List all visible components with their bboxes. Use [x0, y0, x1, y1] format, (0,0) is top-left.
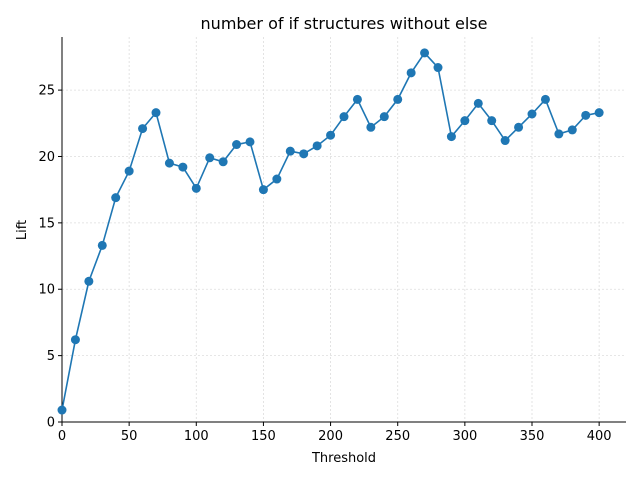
x-tick-label: 250 [385, 429, 410, 444]
data-point [554, 129, 564, 139]
y-axis-label: Lift [15, 220, 30, 240]
grid [61, 37, 626, 423]
x-axis-label: Threshold [311, 451, 376, 466]
data-point [527, 109, 537, 119]
data-point [420, 48, 430, 58]
data-point [138, 124, 148, 134]
data-point [285, 146, 295, 156]
data-point [326, 130, 336, 140]
data-point [312, 141, 322, 151]
x-tick-label: 100 [184, 429, 209, 444]
x-tick-label: 50 [121, 429, 138, 444]
chart-title: number of if structures without else [201, 14, 488, 33]
data-point [70, 335, 80, 345]
data-point [460, 116, 470, 126]
x-tick-label: 0 [58, 429, 66, 444]
data-point [406, 68, 416, 78]
data-point [111, 193, 121, 203]
y-tick-label: 25 [38, 84, 55, 99]
x-ticks: 0 50 100 150 200 250 300 350 400 [58, 422, 612, 444]
x-tick-label: 400 [587, 429, 612, 444]
data-point [581, 110, 591, 120]
data-point [258, 185, 268, 195]
data-point [594, 108, 604, 118]
data-point [151, 108, 161, 118]
data-point [272, 174, 282, 184]
x-tick-label: 300 [452, 429, 477, 444]
data-point [366, 122, 376, 132]
data-point [205, 153, 215, 163]
data-point [379, 112, 389, 122]
x-tick-label: 150 [251, 429, 276, 444]
y-tick-label: 20 [38, 150, 55, 165]
series-group [57, 48, 604, 415]
data-point [191, 183, 201, 193]
y-tick-label: 10 [38, 283, 55, 298]
data-point [473, 98, 483, 108]
y-tick-label: 15 [38, 216, 55, 231]
data-point [164, 158, 174, 168]
data-point [514, 122, 524, 132]
data-point [446, 132, 456, 142]
data-point [487, 116, 497, 126]
data-point [97, 240, 107, 250]
data-point [540, 94, 550, 104]
data-point [393, 94, 403, 104]
data-point [352, 94, 362, 104]
y-tick-label: 0 [47, 416, 55, 431]
data-point [299, 149, 309, 159]
data-point [178, 162, 188, 172]
data-point [57, 405, 67, 415]
axes [61, 37, 626, 423]
data-point [245, 137, 255, 147]
data-point [433, 63, 443, 73]
x-tick-label: 350 [520, 429, 545, 444]
data-point [218, 157, 228, 167]
x-tick-label: 200 [318, 429, 343, 444]
y-tick-label: 5 [47, 349, 55, 364]
data-point [84, 276, 94, 286]
y-ticks: 0 5 10 15 20 25 [38, 84, 62, 431]
data-point [339, 112, 349, 122]
data-point [500, 136, 510, 146]
data-point [567, 125, 577, 135]
data-point [124, 166, 134, 176]
data-point [232, 140, 242, 150]
